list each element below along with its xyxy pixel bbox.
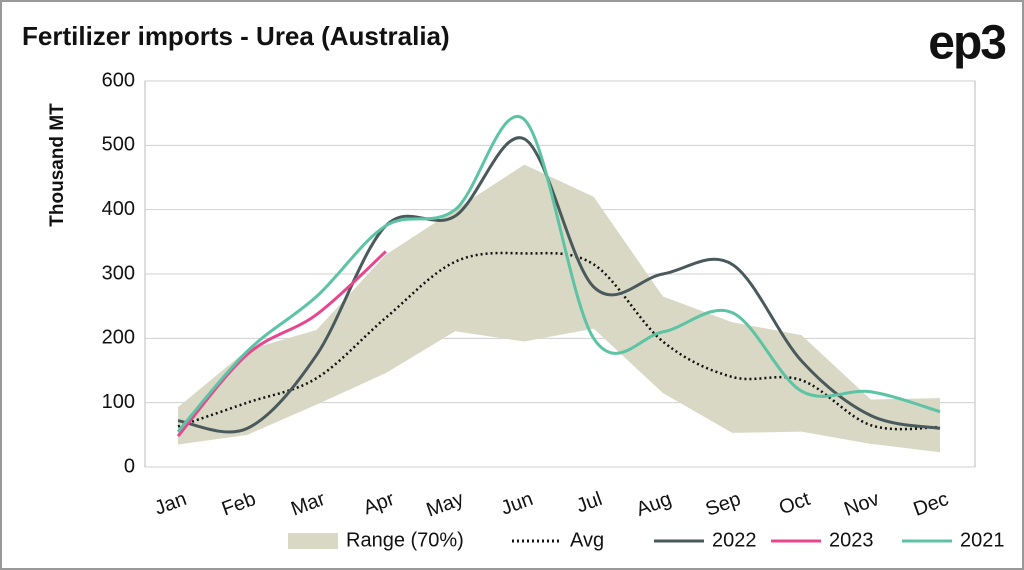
series-line bbox=[176, 115, 941, 433]
y-tick-label: 100 bbox=[102, 391, 135, 413]
range-area bbox=[178, 164, 940, 453]
legend-label: 2022 bbox=[712, 529, 757, 551]
y-tick-label: 200 bbox=[102, 327, 135, 349]
series-line bbox=[177, 251, 941, 431]
y-axis-label: Thousand MT bbox=[47, 103, 68, 227]
legend-label: 2021 bbox=[960, 529, 1005, 551]
y-tick-label: 500 bbox=[102, 134, 135, 156]
y-tick-label: 0 bbox=[124, 455, 135, 477]
legend-label: 2023 bbox=[829, 529, 874, 551]
legend-label: Avg bbox=[570, 529, 604, 551]
y-tick-label: 300 bbox=[102, 262, 135, 284]
y-tick-label: 400 bbox=[102, 198, 135, 220]
y-tick-label: 600 bbox=[102, 69, 135, 91]
legend-swatch bbox=[288, 533, 338, 549]
chart-title: Fertilizer imports - Urea (Australia) bbox=[22, 21, 450, 51]
series-line bbox=[176, 250, 387, 438]
logo: ep3 bbox=[928, 17, 1005, 70]
legend-label: Range (70%) bbox=[346, 529, 464, 551]
